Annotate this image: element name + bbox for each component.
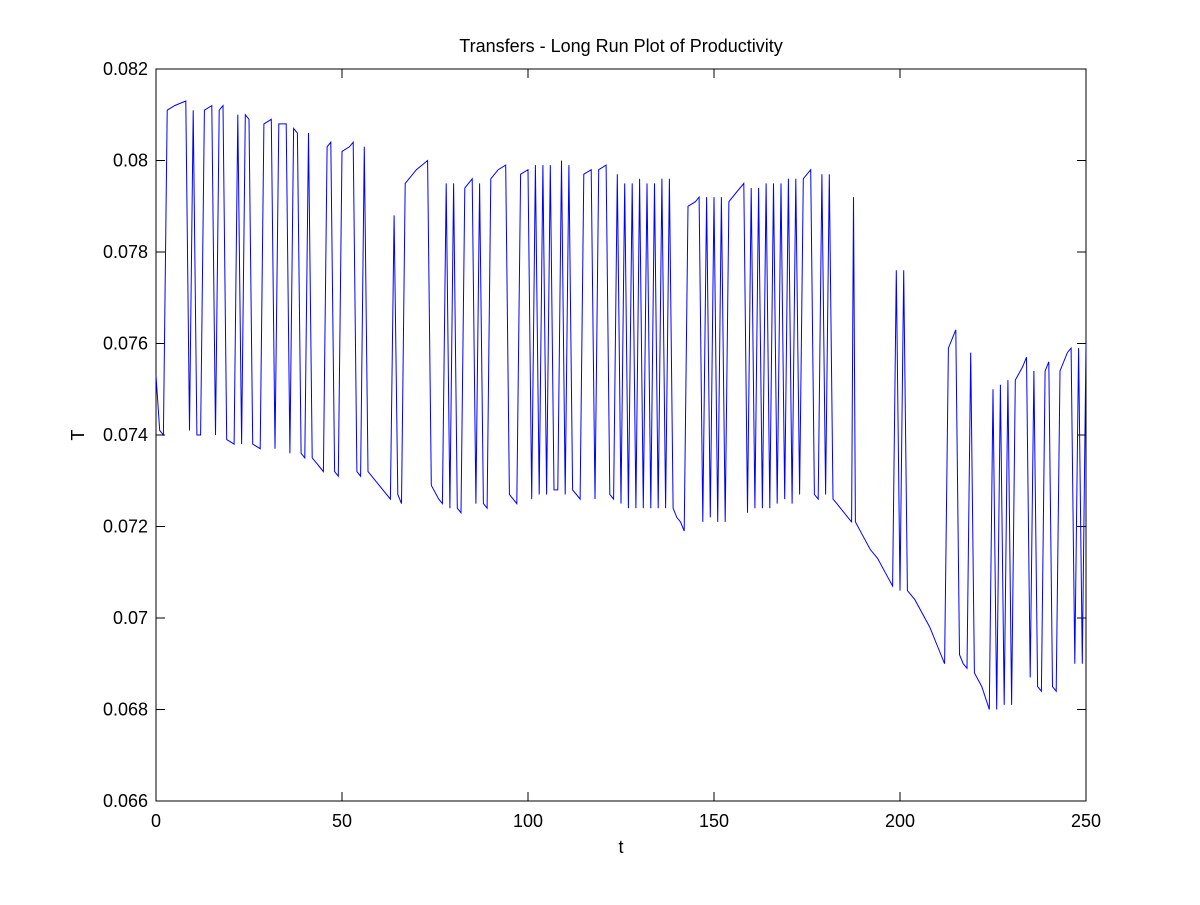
x-tick-label: 150	[699, 811, 729, 831]
x-tick-label: 0	[151, 811, 161, 831]
y-tick-label: 0.074	[103, 425, 148, 445]
y-tick-label: 0.082	[103, 59, 148, 79]
plot-area	[155, 68, 1087, 802]
y-tick-label: 0.066	[103, 791, 148, 811]
y-tick-label: 0.068	[103, 700, 148, 720]
x-tick-label: 200	[885, 811, 915, 831]
x-axis-label: t	[618, 837, 623, 857]
y-tick-label: 0.078	[103, 242, 148, 262]
chart-title: Transfers - Long Run Plot of Productivit…	[459, 36, 782, 56]
y-tick-label: 0.08	[113, 151, 148, 171]
y-tick-label: 0.072	[103, 517, 148, 537]
x-tick-label: 100	[513, 811, 543, 831]
y-axis-ticks: 0.066 0.068 0.07 0.072 0.074 0.076 0.078 0.08 0.…	[103, 59, 1086, 811]
x-tick-label: 50	[332, 811, 352, 831]
x-tick-label: 250	[1071, 811, 1101, 831]
series-layer	[155, 100, 1087, 710]
series-line	[155, 100, 1087, 710]
y-axis-label: T	[68, 430, 88, 441]
y-tick-label: 0.07	[113, 608, 148, 628]
y-tick-label: 0.076	[103, 334, 148, 354]
x-axis-ticks: 0 50 100 150 200 250	[151, 69, 1101, 831]
